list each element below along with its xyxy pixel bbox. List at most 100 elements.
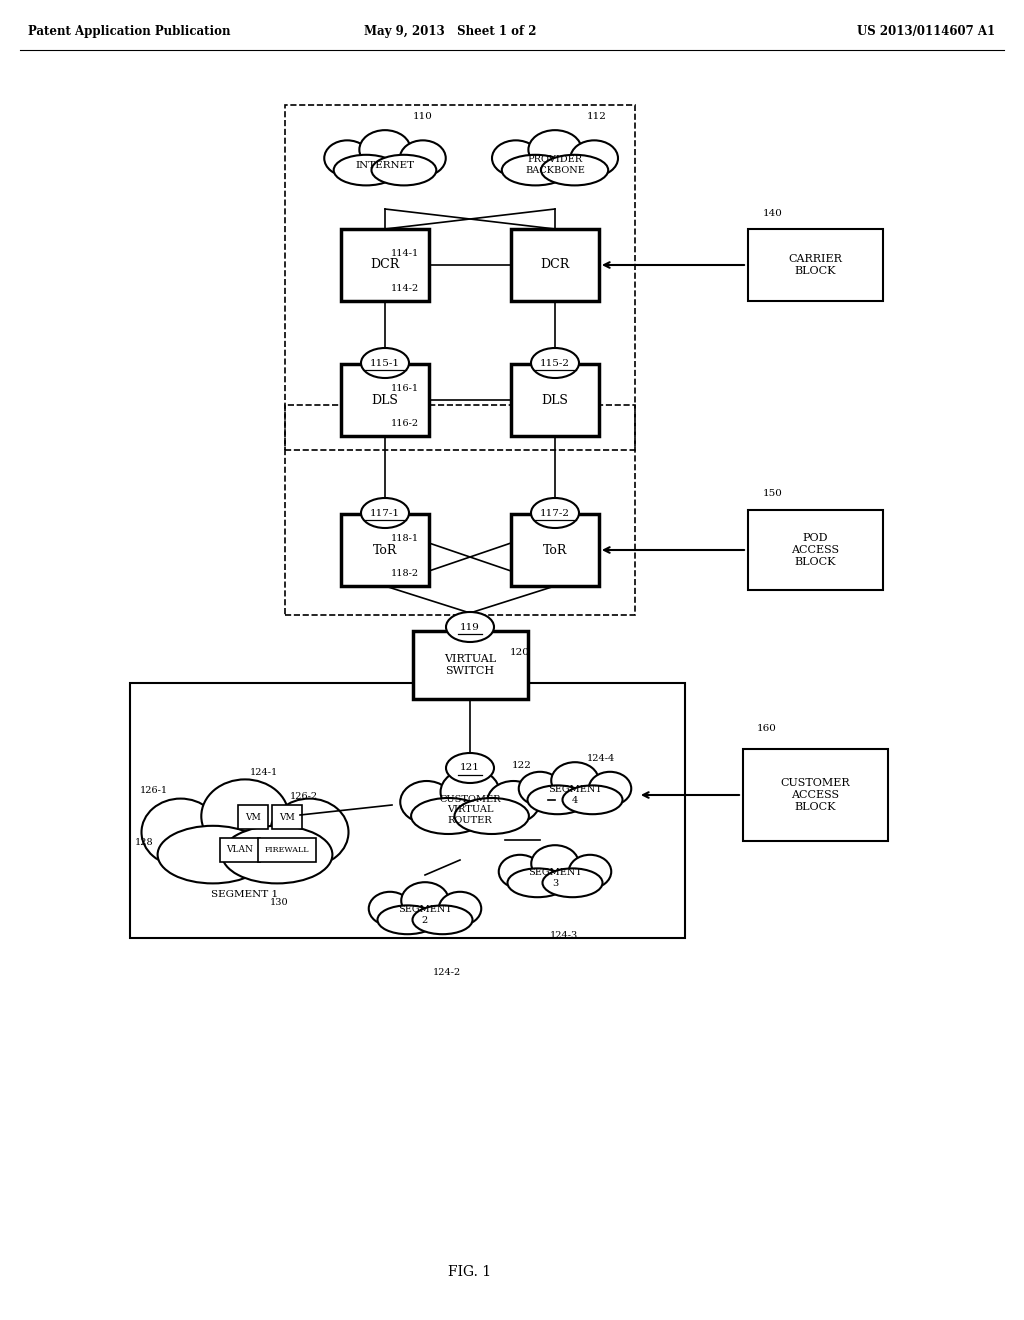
Ellipse shape — [562, 785, 623, 814]
Text: 124-4: 124-4 — [587, 754, 615, 763]
FancyBboxPatch shape — [413, 631, 527, 700]
Text: ToR: ToR — [373, 544, 397, 557]
Text: 117-1: 117-1 — [370, 508, 400, 517]
Text: 150: 150 — [763, 488, 783, 498]
Ellipse shape — [222, 826, 333, 883]
Ellipse shape — [527, 785, 588, 814]
Text: POD
ACCESS
BLOCK: POD ACCESS BLOCK — [791, 533, 839, 566]
Text: 126-2: 126-2 — [290, 792, 318, 801]
Ellipse shape — [401, 882, 449, 919]
Ellipse shape — [369, 892, 412, 925]
Ellipse shape — [499, 855, 542, 888]
Text: SEGMENT
3: SEGMENT 3 — [528, 869, 582, 887]
Text: 160: 160 — [757, 723, 777, 733]
Text: 110: 110 — [413, 112, 433, 121]
Text: CUSTOMER
VIRTUAL
ROUTER: CUSTOMER VIRTUAL ROUTER — [439, 795, 501, 825]
FancyBboxPatch shape — [511, 513, 599, 586]
Text: 117-2: 117-2 — [540, 508, 570, 517]
Text: INTERNET: INTERNET — [355, 161, 415, 169]
Text: Patent Application Publication: Patent Application Publication — [28, 25, 230, 38]
Ellipse shape — [541, 154, 608, 185]
Text: 116-2: 116-2 — [391, 418, 419, 428]
Ellipse shape — [543, 869, 602, 898]
Ellipse shape — [270, 799, 348, 866]
FancyBboxPatch shape — [748, 510, 883, 590]
Ellipse shape — [528, 131, 582, 169]
Ellipse shape — [446, 752, 494, 783]
FancyBboxPatch shape — [748, 228, 883, 301]
Ellipse shape — [531, 348, 579, 378]
FancyBboxPatch shape — [220, 838, 260, 862]
FancyBboxPatch shape — [511, 364, 599, 436]
Text: FIG. 1: FIG. 1 — [449, 1265, 492, 1279]
Text: DCR: DCR — [371, 259, 399, 272]
FancyBboxPatch shape — [272, 805, 302, 829]
Text: 116-1: 116-1 — [391, 384, 419, 393]
Ellipse shape — [141, 799, 220, 866]
FancyBboxPatch shape — [258, 838, 316, 862]
Text: DCR: DCR — [541, 259, 569, 272]
FancyBboxPatch shape — [341, 228, 429, 301]
Text: VM: VM — [245, 813, 261, 821]
FancyBboxPatch shape — [742, 748, 888, 841]
Ellipse shape — [508, 869, 567, 898]
Text: 118-1: 118-1 — [391, 535, 419, 543]
Ellipse shape — [568, 855, 611, 888]
Ellipse shape — [570, 140, 618, 176]
Text: May 9, 2013   Sheet 1 of 2: May 9, 2013 Sheet 1 of 2 — [364, 25, 537, 38]
Text: CUSTOMER
ACCESS
BLOCK: CUSTOMER ACCESS BLOCK — [780, 779, 850, 812]
Ellipse shape — [400, 781, 453, 822]
Ellipse shape — [158, 826, 268, 883]
Text: 126-1: 126-1 — [140, 785, 168, 795]
Ellipse shape — [440, 770, 500, 814]
Ellipse shape — [372, 154, 436, 185]
Ellipse shape — [325, 140, 370, 176]
Text: 112: 112 — [587, 112, 607, 121]
Text: SEGMENT
2: SEGMENT 2 — [398, 906, 452, 925]
Ellipse shape — [334, 154, 398, 185]
Ellipse shape — [361, 498, 409, 528]
Text: ToR: ToR — [543, 544, 567, 557]
Text: DLS: DLS — [372, 393, 398, 407]
Ellipse shape — [492, 140, 540, 176]
Ellipse shape — [551, 762, 599, 799]
Ellipse shape — [359, 131, 411, 169]
Text: 124-1: 124-1 — [250, 768, 279, 777]
Ellipse shape — [519, 772, 561, 805]
Text: 115-1: 115-1 — [370, 359, 400, 367]
Ellipse shape — [361, 348, 409, 378]
Ellipse shape — [438, 892, 481, 925]
Text: VIRTUAL
SWITCH: VIRTUAL SWITCH — [444, 655, 496, 676]
Text: 124-2: 124-2 — [433, 968, 461, 977]
Text: 122: 122 — [512, 762, 531, 770]
Text: FIREWALL: FIREWALL — [265, 846, 309, 854]
Text: DLS: DLS — [542, 393, 568, 407]
Text: VM: VM — [280, 813, 295, 821]
Ellipse shape — [413, 906, 472, 935]
Ellipse shape — [202, 779, 289, 853]
Ellipse shape — [531, 498, 579, 528]
Ellipse shape — [399, 140, 445, 176]
FancyBboxPatch shape — [238, 805, 268, 829]
Text: VLAN: VLAN — [226, 846, 253, 854]
Ellipse shape — [502, 154, 569, 185]
Text: CARRIER
BLOCK: CARRIER BLOCK — [788, 255, 842, 276]
Text: SEGMENT
4: SEGMENT 4 — [548, 785, 602, 805]
Ellipse shape — [487, 781, 540, 822]
Ellipse shape — [378, 906, 437, 935]
Ellipse shape — [531, 845, 579, 882]
Text: 115-2: 115-2 — [540, 359, 570, 367]
Text: 128: 128 — [135, 838, 154, 847]
Text: 121: 121 — [460, 763, 480, 772]
Ellipse shape — [455, 799, 529, 834]
Text: 120: 120 — [510, 648, 529, 657]
Text: 118-2: 118-2 — [391, 569, 419, 578]
Text: US 2013/0114607 A1: US 2013/0114607 A1 — [857, 25, 995, 38]
Ellipse shape — [411, 799, 485, 834]
Text: PROVIDER
BACKBONE: PROVIDER BACKBONE — [525, 156, 585, 174]
FancyBboxPatch shape — [511, 228, 599, 301]
Ellipse shape — [589, 772, 631, 805]
FancyBboxPatch shape — [341, 364, 429, 436]
FancyBboxPatch shape — [341, 513, 429, 586]
Text: 114-1: 114-1 — [391, 249, 419, 257]
